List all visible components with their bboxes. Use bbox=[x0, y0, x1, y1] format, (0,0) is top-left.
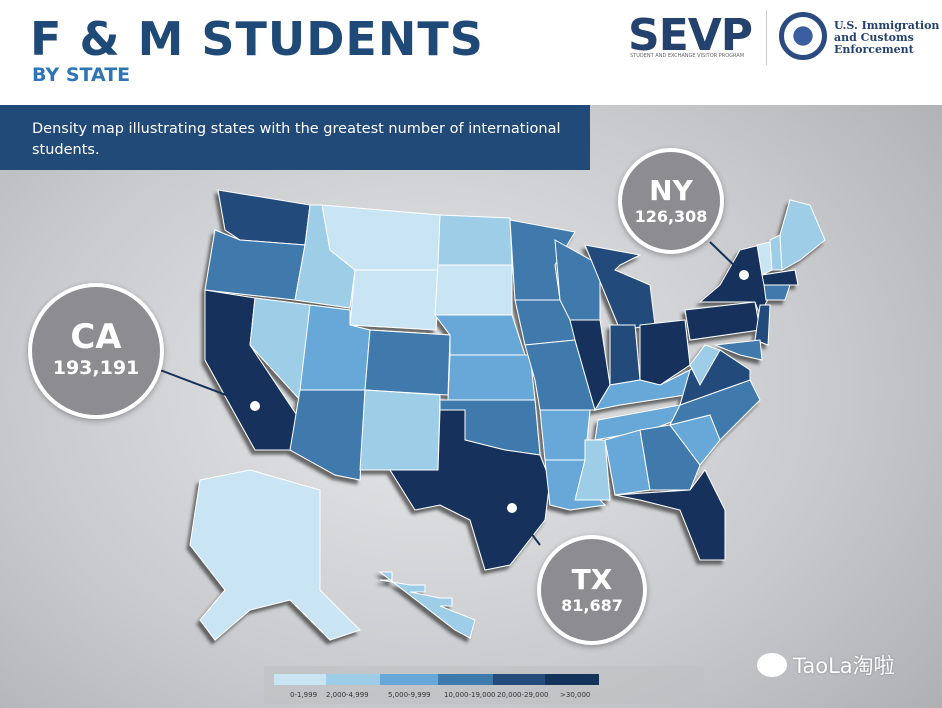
legend-label: 0-1,999 bbox=[290, 691, 318, 699]
state-ak bbox=[189, 469, 361, 641]
state-pa bbox=[684, 301, 761, 341]
state-sd bbox=[434, 264, 513, 316]
state-nd bbox=[437, 214, 513, 266]
state-md bbox=[714, 339, 763, 361]
callout-value: 81,687 bbox=[561, 596, 623, 615]
state-nj bbox=[754, 304, 771, 346]
state-tx bbox=[389, 409, 551, 571]
state-mi bbox=[584, 244, 656, 331]
callout-state: NY bbox=[649, 174, 693, 207]
callout-tx: TX 81,687 bbox=[537, 535, 647, 645]
state-co bbox=[364, 329, 451, 396]
callout-ny: NY 126,308 bbox=[618, 148, 724, 254]
legend-swatch bbox=[438, 674, 493, 685]
state-ga bbox=[639, 424, 701, 491]
legend-swatch bbox=[326, 674, 380, 685]
callout-state: TX bbox=[571, 563, 613, 596]
state-nm bbox=[359, 389, 441, 471]
ice-logo-text: U.S. Immigration and Customs Enforcement bbox=[834, 19, 940, 56]
state-ma bbox=[761, 269, 799, 286]
page-title: F & M STUDENTS bbox=[30, 12, 484, 66]
state-oh bbox=[639, 319, 691, 386]
callout-value: 126,308 bbox=[634, 207, 708, 226]
state-ct bbox=[763, 284, 791, 301]
legend-swatch bbox=[545, 674, 599, 685]
state-ar bbox=[539, 409, 591, 461]
state-az bbox=[289, 389, 366, 481]
state-wv bbox=[689, 344, 721, 387]
callout-value: 193,191 bbox=[52, 357, 140, 379]
wechat-icon bbox=[757, 653, 787, 677]
state-mn bbox=[509, 219, 576, 301]
legend-label: 20,000-29,000 bbox=[497, 691, 549, 699]
page-subtitle: BY STATE bbox=[32, 64, 131, 86]
callout-leader-line bbox=[511, 507, 541, 546]
callout-state: CA bbox=[70, 317, 122, 357]
legend-label: 5,000-9,999 bbox=[388, 691, 431, 699]
description-banner: Density map illustrating states with the… bbox=[0, 105, 590, 170]
state-wy bbox=[349, 269, 441, 331]
logo-divider bbox=[766, 10, 767, 65]
state-in bbox=[609, 324, 641, 386]
callout-dot bbox=[739, 270, 749, 280]
legend-swatch bbox=[380, 674, 438, 685]
legend-label: >30,000 bbox=[560, 691, 591, 699]
callout-leader-line bbox=[709, 241, 745, 276]
callout-ca: CA 193,191 bbox=[28, 283, 164, 419]
state-tn bbox=[594, 404, 691, 441]
legend-label: 10,000-19,000 bbox=[444, 691, 496, 699]
watermark: TaoLa淘啦 bbox=[757, 650, 895, 680]
state-ks bbox=[447, 354, 536, 401]
dhs-seal-icon bbox=[779, 12, 827, 60]
header: F & M STUDENTS BY STATE SEVP STUDENT AND… bbox=[0, 0, 942, 105]
legend-swatch bbox=[274, 674, 326, 685]
callout-dot bbox=[507, 503, 517, 513]
watermark-text: TaoLa淘啦 bbox=[793, 654, 895, 678]
state-ky bbox=[593, 369, 691, 411]
state-hi bbox=[378, 571, 476, 639]
state-fl bbox=[614, 469, 726, 561]
sevp-logo: SEVP bbox=[628, 10, 753, 61]
callout-leader-line bbox=[159, 369, 256, 407]
legend: 0-1,999 2,000-4,999 5,000-9,999 10,000-1… bbox=[264, 666, 704, 704]
state-ms bbox=[574, 439, 611, 501]
legend-label: 2,000-4,999 bbox=[326, 691, 369, 699]
callout-dot bbox=[250, 401, 260, 411]
state-me bbox=[779, 199, 826, 271]
sevp-logo-subtitle: STUDENT AND EXCHANGE VISITOR PROGRAM bbox=[630, 53, 745, 59]
legend-swatch bbox=[493, 674, 545, 685]
